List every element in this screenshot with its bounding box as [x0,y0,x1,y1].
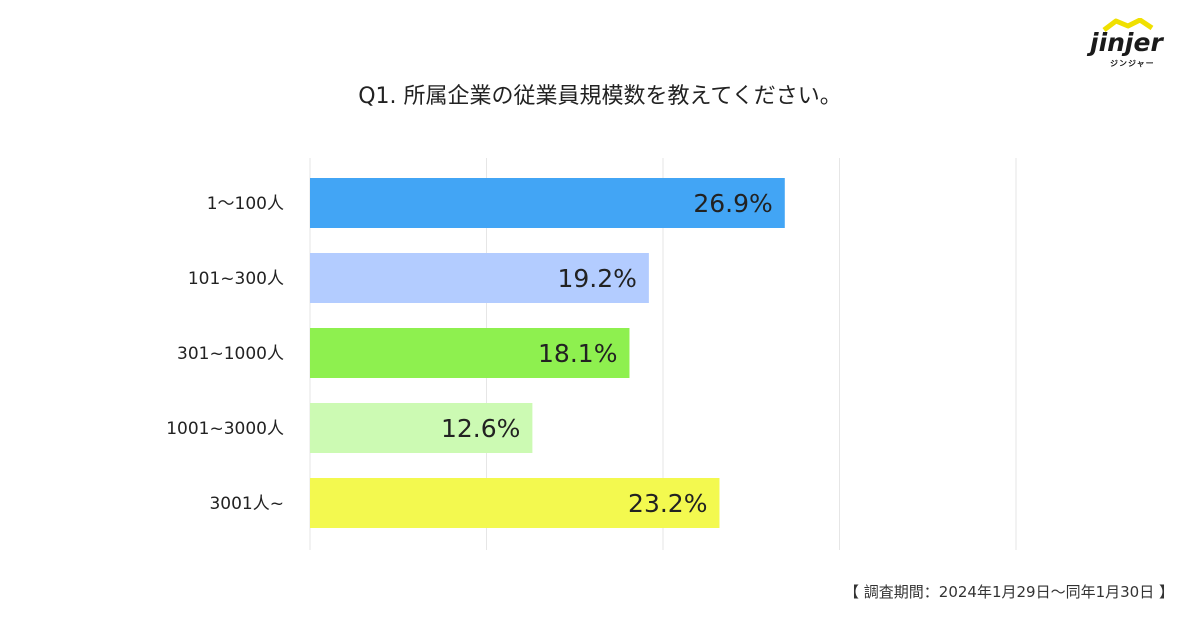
logo-subtext: ジンジャー [1110,59,1155,68]
category-label: 1〜100人 [207,194,284,214]
category-label: 101~300人 [188,269,284,289]
bar [310,403,533,453]
bar [310,478,720,528]
value-label: 12.6% [441,414,520,443]
category-label: 1001~3000人 [166,419,284,439]
logo-text: jinjer [1090,28,1163,57]
jinjer-logo: jinjer ジンジャー [1080,18,1180,74]
hat-icon [1102,18,1154,32]
value-label: 23.2% [628,489,707,518]
value-label: 19.2% [557,264,636,293]
survey-period-note: 【 調査期間：2024年1月29日〜同年1月30日 】 [844,583,1174,601]
category-label: 301~1000人 [177,344,284,364]
bar [310,253,649,303]
value-labels: 26.9% 19.2% 18.1% 12.6% 23.2% [441,189,773,518]
category-labels: 1〜100人 101~300人 301~1000人 1001~3000人 3001人~ [166,194,284,514]
value-label: 26.9% [693,189,772,218]
value-label: 18.1% [538,339,617,368]
bar [310,328,630,378]
chart-title: Q1. 所属企業の従業員規模数を教えてください。 [358,84,842,109]
bar [310,178,785,228]
category-label: 3001人~ [209,494,284,514]
bars [310,178,785,528]
